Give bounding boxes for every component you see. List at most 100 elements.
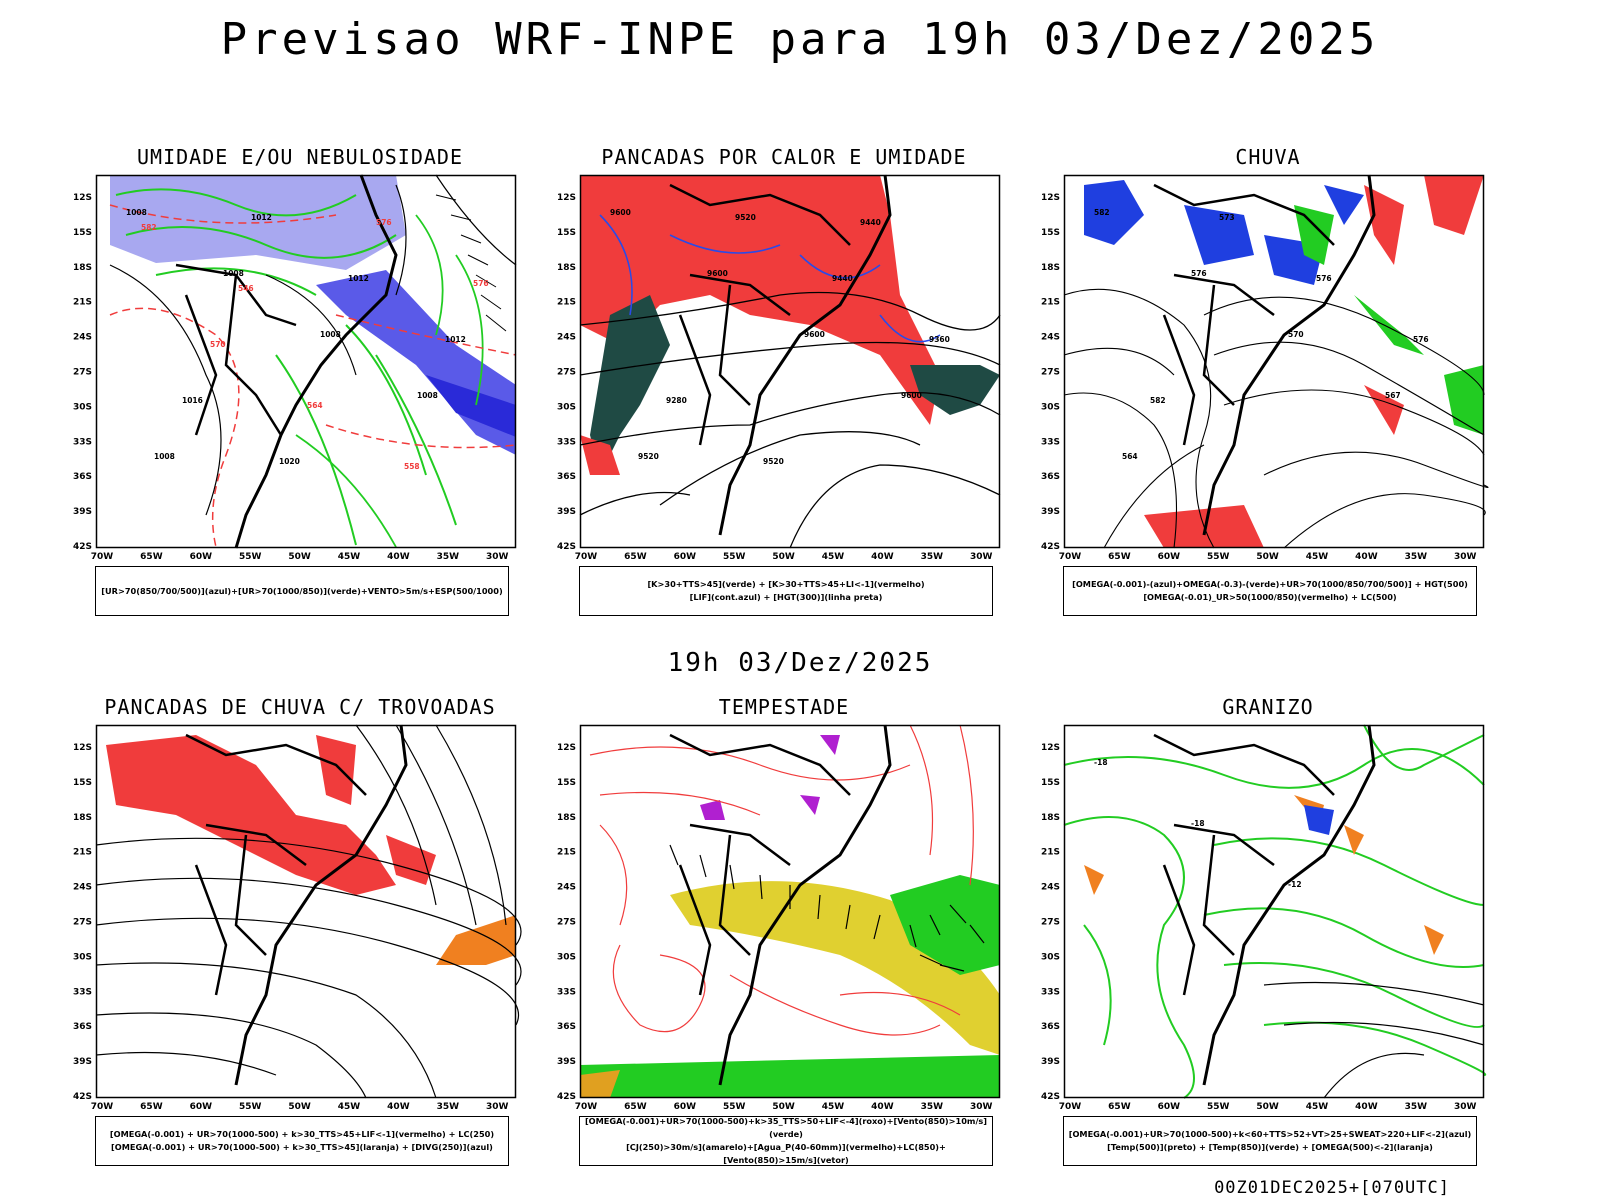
lat-tick-label: 21S	[73, 298, 92, 308]
contour-label: 9520	[638, 452, 659, 461]
lon-tick-label: 40W	[387, 552, 410, 562]
lon-tick-label: 40W	[1355, 1102, 1378, 1112]
contour-label: 582	[141, 223, 157, 232]
lat-tick-label: 42S	[557, 1092, 576, 1102]
legend-line: [OMEGA(-0.001)+UR>70(1000-500)+k>35_TTS>…	[584, 1116, 988, 1139]
map-frame	[95, 174, 517, 549]
lon-tick-label: 70W	[575, 552, 598, 562]
mid-date: 19h 03/Dez/2025	[667, 648, 933, 678]
blue-omega-areas	[1084, 180, 1364, 285]
main-title: Previsao WRF-INPE para 19h 03/Dez/2025	[220, 14, 1380, 65]
streamlines	[95, 724, 522, 1099]
wind-vectors	[435, 194, 507, 332]
country-borders	[1153, 733, 1335, 996]
lon-tick-label: 45W	[1306, 1102, 1329, 1112]
lat-tick-label: 24S	[73, 883, 92, 893]
lon-tick-label: 40W	[871, 1102, 894, 1112]
green-contour-1	[115, 188, 457, 546]
panel-title: TEMPESTADE	[718, 695, 850, 719]
lat-tick-label: 24S	[557, 333, 576, 343]
lon-tick-label: 35W	[1405, 552, 1428, 562]
coastline	[1202, 724, 1376, 1086]
contour-label: 573	[1219, 213, 1235, 222]
contour-label: 546	[238, 284, 254, 293]
panel-title: GRANIZO	[1222, 695, 1314, 719]
lat-tick-label: 39S	[73, 1057, 92, 1067]
lat-tick-label: 30S	[73, 402, 92, 412]
lat-tick-label: 39S	[557, 1057, 576, 1067]
country-borders	[175, 263, 297, 436]
red-omega-areas	[1144, 175, 1484, 548]
lat-tick-label: 18S	[73, 263, 92, 273]
lon-tick-label: 50W	[1256, 1102, 1279, 1112]
map-frame	[1063, 724, 1485, 1099]
lon-tick-label: 30W	[970, 1102, 993, 1112]
legend-line: [OMEGA(-0.001) + UR>70(1000-500) + k>30_…	[109, 1129, 495, 1139]
lat-tick-label: 18S	[1041, 263, 1060, 273]
lat-tick-label: 36S	[1041, 472, 1060, 482]
lon-tick-label: 45W	[338, 1102, 361, 1112]
panel-title: PANCADAS POR CALOR E UMIDADE	[601, 145, 967, 169]
contour-label: 9600	[901, 391, 922, 400]
contour-label: 564	[307, 401, 323, 410]
lon-tick-label: 60W	[1158, 1102, 1181, 1112]
legend: [K>30+TTS>45](verde) + [K>30+TTS>45+LI<-…	[579, 566, 993, 616]
lon-tick-label: 55W	[723, 552, 746, 562]
legend-line: [OMEGA(-0.01)_UR>50(1000/850)(vermelho) …	[1143, 592, 1397, 602]
legend: [OMEGA(-0.001)+UR>70(1000-500)+k<60+TTS>…	[1063, 1116, 1477, 1166]
lon-tick-label: 65W	[624, 1102, 647, 1112]
contour-label: 9440	[832, 274, 853, 283]
lat-tick-label: 21S	[557, 298, 576, 308]
contour-label: 564	[1122, 452, 1138, 461]
contour-label: 576	[1316, 274, 1332, 283]
map-frame	[579, 724, 1001, 1099]
lat-tick-label: 30S	[73, 952, 92, 962]
coastline	[718, 724, 892, 1086]
lon-tick-label: 60W	[674, 1102, 697, 1112]
country-borders	[185, 733, 367, 996]
lon-tick-label: 35W	[921, 1102, 944, 1112]
lon-tick-label: 30W	[1454, 552, 1477, 562]
lat-tick-label: 39S	[73, 507, 92, 517]
lon-tick-label: 55W	[239, 1102, 262, 1112]
contour-label: 1008	[417, 391, 438, 400]
lat-tick-label: 36S	[1041, 1022, 1060, 1032]
orange-omega	[1084, 795, 1444, 955]
lat-tick-label: 42S	[1041, 1092, 1060, 1102]
lon-tick-label: 50W	[1256, 552, 1279, 562]
lon-tick-label: 50W	[288, 552, 311, 562]
lon-tick-label: 50W	[772, 552, 795, 562]
contour-label: 9600	[804, 330, 825, 339]
contour-label: 9520	[735, 213, 756, 222]
contour-label: 1008	[223, 269, 244, 278]
contour-label: 576	[1191, 269, 1207, 278]
legend: [OMEGA(-0.001)-(azul)+OMEGA(-0.3)-(verde…	[1063, 566, 1477, 616]
contour-label: 9440	[860, 218, 881, 227]
contour-label: 576	[473, 279, 489, 288]
contour-label: 9600	[610, 208, 631, 217]
lon-tick-label: 60W	[190, 552, 213, 562]
green-contour-2	[295, 214, 484, 548]
lat-tick-label: 36S	[557, 472, 576, 482]
legend: [OMEGA(-0.001)+UR>70(1000-500)+k>35_TTS>…	[579, 1116, 993, 1166]
lat-tick-label: 12S	[73, 193, 92, 203]
lon-tick-label: 70W	[1059, 552, 1082, 562]
legend-line: [OMEGA(-0.001) + UR>70(1000-500) + k>30_…	[111, 1142, 493, 1152]
lon-tick-label: 65W	[624, 552, 647, 562]
black-isobar	[109, 174, 517, 516]
contour-label: 1020	[279, 457, 300, 466]
contour-label: 9520	[763, 457, 784, 466]
lat-tick-label: 39S	[1041, 1057, 1060, 1067]
panel-title: UMIDADE E/OU NEBULOSIDADE	[136, 145, 464, 169]
contour-label: -12	[1288, 880, 1302, 889]
lat-tick-label: 18S	[557, 263, 576, 273]
lon-tick-label: 55W	[239, 552, 262, 562]
lon-tick-label: 45W	[338, 552, 361, 562]
contour-label: 570	[1288, 330, 1304, 339]
lat-tick-label: 33S	[1041, 987, 1060, 997]
contour-label: 576	[1413, 335, 1429, 344]
lon-tick-label: 30W	[970, 552, 993, 562]
